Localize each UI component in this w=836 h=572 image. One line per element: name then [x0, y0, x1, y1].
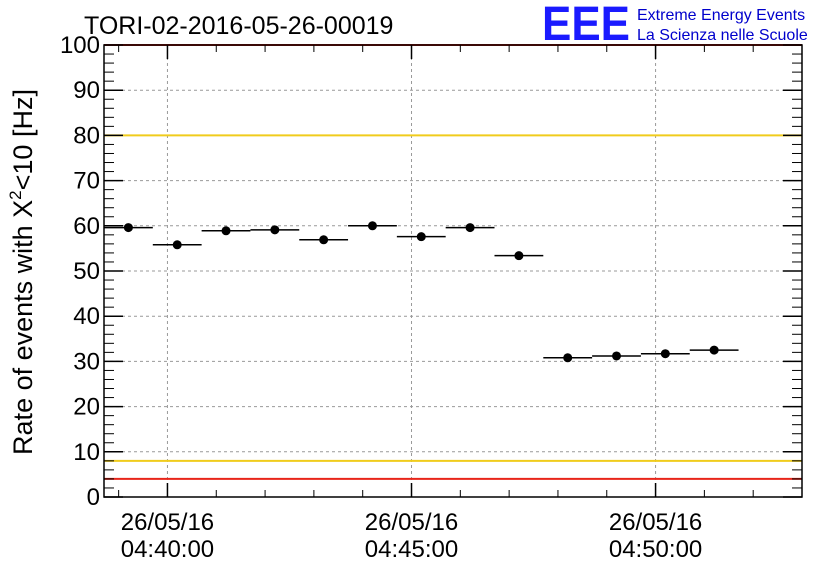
x-tick-label-time: 04:50:00	[609, 536, 702, 563]
y-label-symbol: X	[8, 200, 38, 218]
y-tick-label: 20	[73, 394, 100, 421]
y-tick-label: 100	[60, 32, 100, 59]
y-tick-label: 80	[73, 122, 100, 149]
eee-logo: EEE Extreme Energy Events La Scienza nel…	[542, 0, 808, 51]
data-point	[416, 232, 426, 242]
data-point	[612, 351, 622, 361]
plot-frame	[103, 44, 803, 498]
x-tick-label-time: 04:45:00	[365, 536, 458, 563]
y-tick-label: 0	[87, 484, 100, 511]
x-tick-label-date: 26/05/16	[121, 509, 214, 536]
x-tick-label-date: 26/05/16	[609, 509, 702, 536]
y-tick-label: 60	[73, 213, 100, 240]
data-point	[221, 226, 231, 236]
y-axis-label: Rate of events with X2<10 [Hz]	[6, 89, 38, 455]
data-point	[172, 240, 182, 250]
logo-line-1: Extreme Energy Events	[637, 7, 805, 24]
y-tick-label: 70	[73, 168, 100, 195]
y-tick-label: 50	[73, 258, 100, 285]
data-point	[660, 349, 670, 359]
grid	[104, 45, 802, 497]
x-tick-labels: 26/05/1604:40:0026/05/1604:45:0026/05/16…	[121, 509, 703, 563]
reference-lines	[104, 44, 802, 480]
y-tick-labels: 0 10 20 30 40 50 60 70 80 90 100	[60, 32, 100, 511]
logo-line-2: La Scienza nelle Scuole	[637, 27, 808, 44]
y-label-superscript: 2	[6, 190, 25, 199]
data-point	[465, 223, 475, 233]
logo-mark: EEE	[542, 0, 630, 51]
y-tick-label: 90	[73, 77, 100, 104]
data-point	[367, 221, 377, 231]
y-tick-label: 40	[73, 303, 100, 330]
data-point	[563, 353, 573, 363]
y-label-suffix: <10 [Hz]	[8, 89, 38, 190]
data-point	[319, 235, 329, 245]
x-tick-label-date: 26/05/16	[365, 509, 458, 536]
chart-title: TORI-02-2016-05-26-00019	[84, 12, 393, 40]
data-point	[123, 223, 133, 233]
data-point	[514, 251, 524, 261]
y-tick-label: 30	[73, 348, 100, 375]
y-label-prefix: Rate of events with	[8, 218, 38, 455]
data-point	[709, 345, 719, 355]
data-series	[104, 221, 739, 363]
data-point	[270, 225, 280, 235]
x-tick-label-time: 04:40:00	[121, 536, 214, 563]
y-tick-label: 10	[73, 439, 100, 466]
